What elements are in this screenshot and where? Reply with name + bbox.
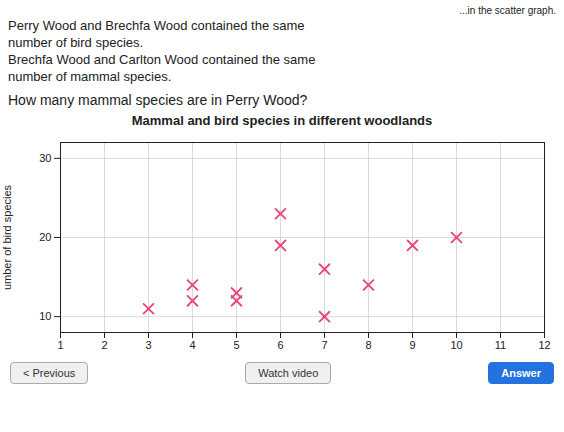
html-text:< Previous: < Previous [23, 367, 76, 379]
svg-text:3: 3 [145, 339, 151, 351]
svg-text:20: 20 [39, 231, 51, 243]
svg-text:9: 9 [409, 339, 415, 351]
svg-text:10: 10 [39, 310, 51, 322]
svg-text:5: 5 [233, 339, 239, 351]
html-text:Watch video: Watch video [258, 367, 319, 379]
html-text:number of mammal species.: number of mammal species. [8, 69, 172, 84]
html-text:Answer: Answer [501, 367, 541, 379]
svg-text:7: 7 [321, 339, 327, 351]
svg-text:4: 4 [189, 339, 195, 351]
html-text:Perry Wood and Brechfa Wood co: Perry Wood and Brechfa Wood contained th… [8, 18, 305, 33]
html-text:number of bird species.: number of bird species. [8, 35, 144, 50]
svg-text:12: 12 [538, 339, 550, 351]
svg-text:6: 6 [277, 339, 283, 351]
svg-text:10: 10 [450, 339, 462, 351]
html-text:...in the scatter graph.: ...in the scatter graph. [459, 5, 556, 16]
svg-text:8: 8 [365, 339, 371, 351]
svg-text:umber of bird species: umber of bird species [1, 184, 13, 290]
svg-text:2: 2 [101, 339, 107, 351]
svg-text:30: 30 [39, 152, 51, 164]
html-text:Mammal and bird species in dif: Mammal and bird species in different woo… [131, 113, 433, 128]
html-text:How many mammal species are in: How many mammal species are in Perry Woo… [8, 92, 308, 108]
svg-text:11: 11 [495, 339, 506, 351]
svg-text:1: 1 [57, 339, 63, 351]
html-text:Brechfa Wood and Carlton Wood: Brechfa Wood and Carlton Wood contained … [8, 52, 316, 67]
